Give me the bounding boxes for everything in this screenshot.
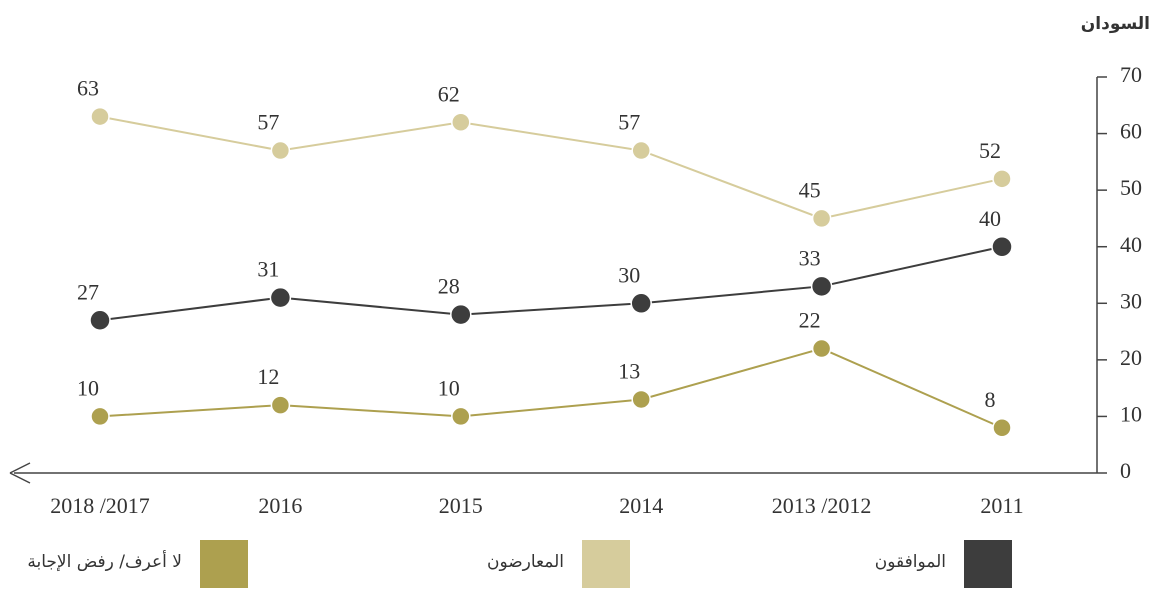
- x-tick-label: 2013 /2012: [772, 493, 872, 518]
- point: [89, 309, 111, 332]
- point: [270, 395, 291, 415]
- data-label: 10: [77, 375, 99, 400]
- y-tick-label: 60: [1120, 119, 1142, 144]
- point: [450, 303, 472, 326]
- data-label: 57: [257, 110, 279, 135]
- y-tick-label: 40: [1120, 232, 1142, 257]
- series-line: [99, 115, 1003, 220]
- data-label: 57: [618, 110, 640, 135]
- data-label: 52: [979, 138, 1001, 163]
- point: [90, 406, 110, 427]
- y-tick-label: 0: [1120, 458, 1131, 483]
- legend-label: المعارضون: [487, 552, 564, 572]
- data-label: 40: [979, 206, 1001, 231]
- point: [992, 169, 1012, 189]
- legend-swatch: [582, 540, 630, 588]
- point: [811, 338, 832, 359]
- legend-swatch: [200, 540, 248, 588]
- point: [810, 275, 833, 298]
- data-label: 13: [618, 359, 640, 384]
- data-label: 28: [438, 274, 460, 299]
- series-line: [99, 245, 1003, 322]
- y-tick-label: 30: [1120, 288, 1142, 313]
- series-line: [99, 347, 1003, 429]
- data-label: 30: [618, 262, 640, 287]
- point: [811, 208, 832, 229]
- point: [630, 292, 652, 315]
- point: [992, 417, 1012, 438]
- point: [269, 286, 292, 309]
- data-label: 31: [257, 257, 279, 282]
- x-tick-label: 2015: [439, 493, 483, 518]
- data-label: 45: [799, 177, 821, 202]
- point: [90, 106, 110, 127]
- data-label: 12: [257, 364, 279, 389]
- y-tick-label: 10: [1120, 401, 1142, 426]
- x-tick-label: 2016: [258, 493, 302, 518]
- x-tick-label: 2011: [980, 493, 1023, 518]
- data-label: 10: [438, 375, 460, 400]
- point: [451, 406, 471, 427]
- point: [991, 235, 1013, 258]
- data-label: 62: [438, 81, 460, 106]
- y-tick-label: 70: [1120, 62, 1142, 87]
- data-label: 22: [799, 308, 821, 333]
- y-tick-label: 20: [1120, 345, 1142, 370]
- x-tick-label: 2018 /2017: [50, 493, 150, 518]
- point: [451, 112, 471, 133]
- x-axis-arrow: [9, 462, 31, 484]
- point: [270, 140, 291, 161]
- data-label: 27: [77, 279, 99, 304]
- legend-label: الموافقون: [875, 552, 946, 572]
- legend-swatch: [964, 540, 1012, 588]
- x-tick-label: 2014: [619, 493, 663, 518]
- chart-title: السودان: [1081, 14, 1150, 34]
- legend-label: لا أعرف/ رفض الإجابة: [27, 550, 182, 572]
- data-label: 63: [77, 76, 99, 101]
- data-label: 8: [985, 387, 996, 412]
- point: [631, 140, 651, 161]
- data-label: 33: [799, 245, 821, 270]
- y-tick-label: 50: [1120, 175, 1142, 200]
- point: [631, 389, 651, 410]
